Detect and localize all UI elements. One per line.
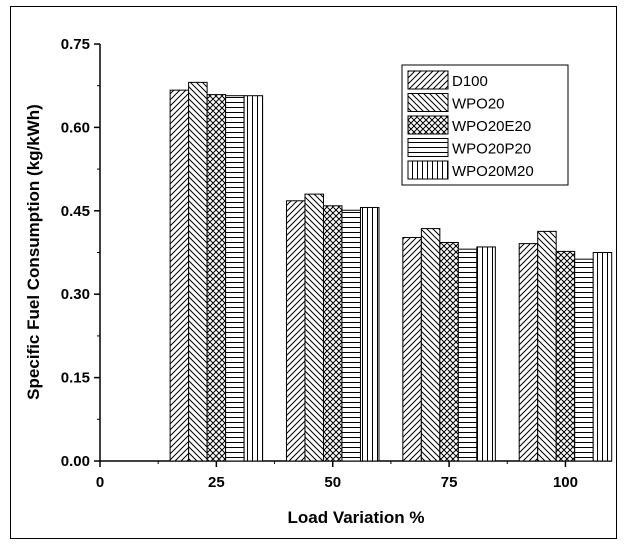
bar-wpo20m20-25 bbox=[243, 95, 264, 462]
legend-swatch bbox=[407, 160, 449, 180]
y-tick-label: 0.60 bbox=[61, 119, 90, 136]
bars bbox=[169, 81, 613, 462]
legend: D100 WPO20 WPO20E20 WPO20P20 WPO20M20 bbox=[401, 64, 569, 186]
bar-d100-50 bbox=[285, 200, 306, 462]
bar-wpo20p20-75 bbox=[457, 248, 478, 462]
x-tick-label: 0 bbox=[96, 474, 104, 491]
bar-wpo20p20-50 bbox=[341, 209, 361, 462]
y-tick-label: 0.15 bbox=[61, 370, 90, 387]
legend-label: WPO20M20 bbox=[452, 163, 534, 180]
bar-wpo20e20-75 bbox=[439, 241, 459, 462]
bar-wpo20m20-50 bbox=[359, 206, 380, 462]
legend-swatch bbox=[407, 115, 449, 135]
y-tick-label: 0.00 bbox=[61, 453, 90, 470]
bar-wpo20p20-100 bbox=[574, 258, 594, 462]
bar-wpo20m20-100 bbox=[592, 252, 613, 462]
y-tick-label: 0.30 bbox=[61, 286, 90, 303]
y-axis-title: Specific Fuel Consumption (kg/kWh) bbox=[24, 104, 43, 400]
bar-wpo20p20-25 bbox=[225, 95, 245, 462]
bar-d100-25 bbox=[169, 89, 190, 462]
y-tick-label: 0.45 bbox=[61, 203, 90, 220]
x-tick-label: 100 bbox=[553, 474, 578, 491]
bar-wpo20m20-75 bbox=[476, 246, 496, 462]
bar-wpo20-25 bbox=[188, 81, 208, 462]
bar-d100-100 bbox=[518, 243, 539, 462]
legend-label: WPO20E20 bbox=[452, 118, 531, 135]
legend-swatch bbox=[407, 138, 449, 157]
legend-label: WPO20P20 bbox=[452, 141, 531, 158]
x-axis-title: Load Variation % bbox=[288, 508, 425, 527]
bar-wpo20e20-50 bbox=[322, 205, 343, 462]
bar-wpo20-75 bbox=[420, 228, 441, 462]
bar-wpo20-50 bbox=[304, 193, 324, 462]
legend-swatch bbox=[407, 70, 449, 90]
bar-wpo20e20-25 bbox=[206, 94, 227, 462]
ticks: 0.00 0.15 0.30 0.45 0.60 0.75 0 25 50 75 100 bbox=[61, 36, 578, 491]
legend-label: WPO20 bbox=[452, 96, 505, 113]
bar-d100-75 bbox=[402, 236, 422, 462]
bar-wpo20e20-100 bbox=[555, 250, 576, 462]
x-tick-label: 25 bbox=[208, 474, 225, 491]
y-tick-label: 0.75 bbox=[61, 36, 90, 53]
bar-wpo20-100 bbox=[537, 230, 557, 462]
figure-frame bbox=[10, 6, 617, 539]
legend-swatch bbox=[407, 93, 449, 112]
x-tick-label: 75 bbox=[441, 474, 458, 491]
x-tick-label: 50 bbox=[324, 474, 341, 491]
legend-label: D100 bbox=[452, 73, 488, 90]
